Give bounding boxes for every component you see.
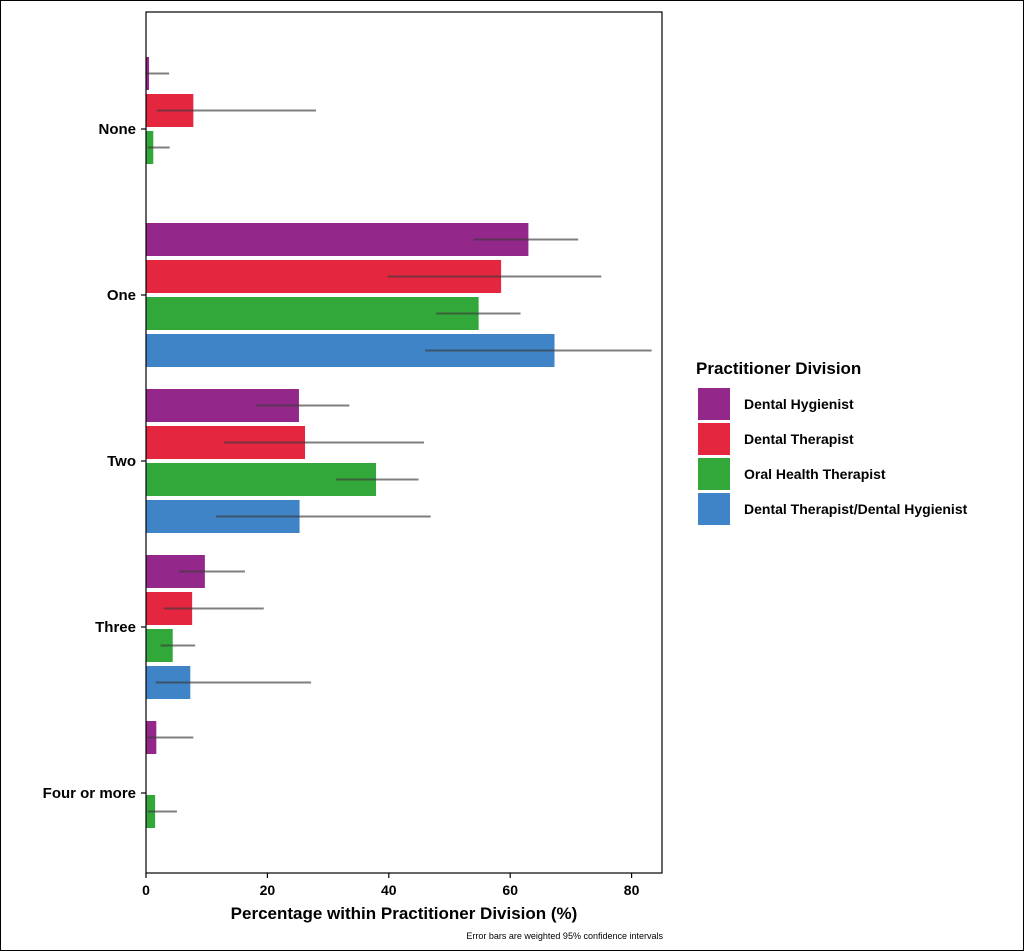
legend-label-dental-hygienist: Dental Hygienist [744, 396, 854, 412]
bars-layer [146, 57, 555, 828]
bar-dental-hygienist-one [146, 223, 529, 256]
legend-key-dental-therapist-dental-hygienist [698, 493, 730, 525]
x-tick-label-80: 80 [624, 882, 640, 898]
x-tick-label-0: 0 [142, 882, 150, 898]
legend-key-oral-health-therapist [698, 458, 730, 490]
x-tick-label-60: 60 [502, 882, 518, 898]
legend-key-dental-therapist [698, 423, 730, 455]
chart-caption: Error bars are weighted 95% confidence i… [466, 931, 663, 941]
x-axis-title: Percentage within Practitioner Division … [231, 904, 578, 923]
y-tick-label-one: One [107, 287, 136, 304]
errorbar-layer [146, 72, 652, 813]
legend-key-dental-hygienist [698, 388, 730, 420]
y-tick-label-four-or-more: Four or more [43, 785, 136, 802]
legend-label-oral-health-therapist: Oral Health Therapist [744, 466, 886, 482]
y-axis-categories: None One Two Three Four or more [43, 121, 146, 802]
legend-title: Practitioner Division [696, 359, 861, 378]
y-tick-label-two: Two [107, 453, 136, 470]
y-tick-label-three: Three [95, 619, 136, 636]
x-axis-ticks: 0 20 40 60 80 [142, 873, 640, 898]
legend-label-dental-therapist: Dental Therapist [744, 431, 854, 447]
x-tick-label-20: 20 [260, 882, 276, 898]
y-tick-label-none: None [99, 121, 137, 138]
plot-panel-border [145, 11, 663, 874]
bar-oral-health-therapist-one [146, 297, 479, 330]
legend: Dental Hygienist Dental Therapist Oral Hea… [698, 388, 968, 525]
legend-label-dental-therapist-dental-hygienist: Dental Therapist/Dental Hygienist [744, 501, 968, 517]
x-tick-label-40: 40 [381, 882, 397, 898]
